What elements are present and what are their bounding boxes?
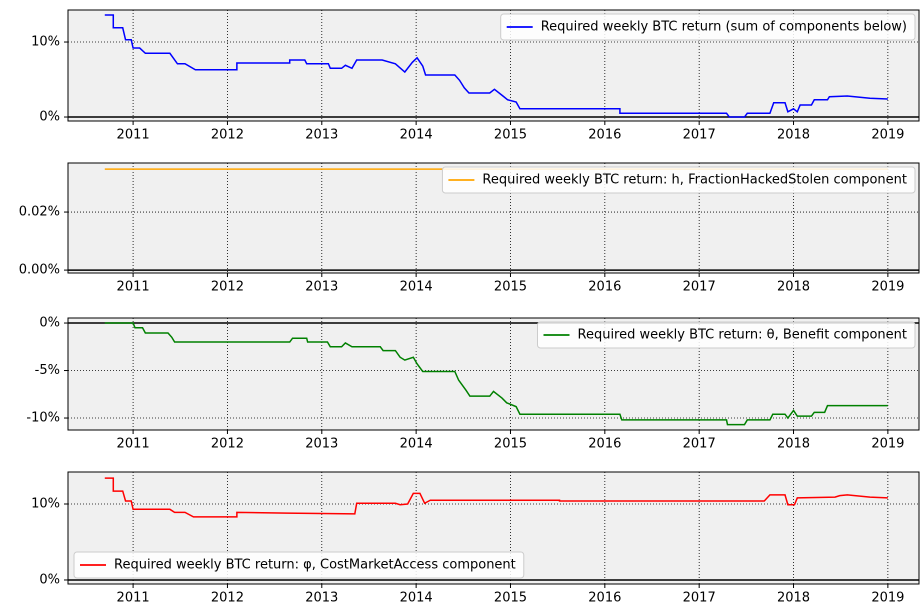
y-tick-label: 10% [31, 35, 60, 50]
y-tick-label: -10% [26, 411, 60, 426]
axes-frame [67, 471, 920, 585]
axes-frame [67, 317, 920, 431]
x-tick-label: 2019 [871, 128, 904, 143]
y-tick-label: 0.00% [19, 263, 60, 278]
subplot: 2011 2012 2013 2014 2015 2016 2017 2018 2019 0% 10… [31, 471, 920, 606]
x-tick-label: 2014 [400, 437, 433, 452]
legend: Required weekly BTC return: φ, CostMarke… [73, 551, 525, 579]
axes-frame [67, 162, 920, 274]
x-tick-label: 2014 [400, 280, 433, 295]
x-tick-label: 2017 [683, 591, 716, 606]
subplot: 2011 2012 2013 2014 2015 2016 2017 2018 2019 0% -5… [26, 316, 920, 452]
line [104, 14, 888, 118]
legend-label: Required weekly BTC return: θ, Benefit c… [578, 328, 908, 343]
x-tick-label: 2012 [211, 280, 244, 295]
x-tick-label: 2015 [494, 591, 527, 606]
x-tick-label: 2013 [305, 128, 338, 143]
x-tick-label: 2018 [777, 591, 810, 606]
x-tick-label: 2013 [305, 280, 338, 295]
y-tick-label: 0% [39, 572, 60, 587]
y-tick-label: 0.02% [19, 205, 60, 220]
line [104, 322, 888, 426]
x-tick-label: 2016 [588, 280, 621, 295]
x-tick-label: 2015 [494, 280, 527, 295]
x-tick-label: 2016 [588, 591, 621, 606]
legend-box [73, 551, 525, 579]
y-tick-label: 0% [39, 110, 60, 125]
x-tick-label: 2012 [211, 591, 244, 606]
subplot: 2011 2012 2013 2014 2015 2016 2017 2018 2019 0% 10… [31, 9, 920, 143]
y-tick-label: -5% [35, 363, 60, 378]
y-tick-label: 10% [31, 496, 60, 511]
x-tick-label: 2018 [777, 128, 810, 143]
x-tick-label: 2019 [871, 280, 904, 295]
x-tick-label: 2012 [211, 128, 244, 143]
legend-label: Required weekly BTC return: h, FractionH… [482, 173, 907, 188]
legend: Required weekly BTC return (sum of compo… [500, 13, 916, 41]
x-tick-label: 2017 [683, 128, 716, 143]
x-tick-label: 2012 [211, 437, 244, 452]
x-tick-label: 2013 [305, 437, 338, 452]
legend: Required weekly BTC return: h, FractionH… [441, 166, 916, 194]
x-tick-label: 2018 [777, 280, 810, 295]
x-tick-label: 2013 [305, 591, 338, 606]
x-tick-label: 2015 [494, 437, 527, 452]
x-tick-label: 2019 [871, 591, 904, 606]
x-tick-label: 2017 [683, 437, 716, 452]
x-tick-label: 2011 [117, 128, 150, 143]
x-tick-label: 2015 [494, 128, 527, 143]
x-tick-label: 2011 [117, 280, 150, 295]
x-tick-label: 2014 [400, 128, 433, 143]
subplot: 2011 2012 2013 2014 2015 2016 2017 2018 2019 0.00… [19, 162, 920, 295]
x-tick-label: 2017 [683, 280, 716, 295]
legend: Required weekly BTC return: θ, Benefit c… [537, 321, 916, 349]
legend-label: Required weekly BTC return: φ, CostMarke… [114, 558, 516, 573]
x-tick-label: 2016 [588, 437, 621, 452]
legend-label: Required weekly BTC return (sum of compo… [541, 20, 907, 35]
y-tick-label: 0% [39, 316, 60, 331]
x-tick-label: 2018 [777, 437, 810, 452]
x-tick-label: 2011 [117, 591, 150, 606]
legend-box [500, 13, 916, 41]
axes-frame [67, 9, 920, 122]
legend-box [537, 321, 916, 349]
x-tick-label: 2014 [400, 591, 433, 606]
legend-box [441, 166, 916, 194]
x-tick-label: 2011 [117, 437, 150, 452]
x-tick-label: 2019 [871, 437, 904, 452]
line [104, 477, 888, 518]
x-tick-label: 2016 [588, 128, 621, 143]
